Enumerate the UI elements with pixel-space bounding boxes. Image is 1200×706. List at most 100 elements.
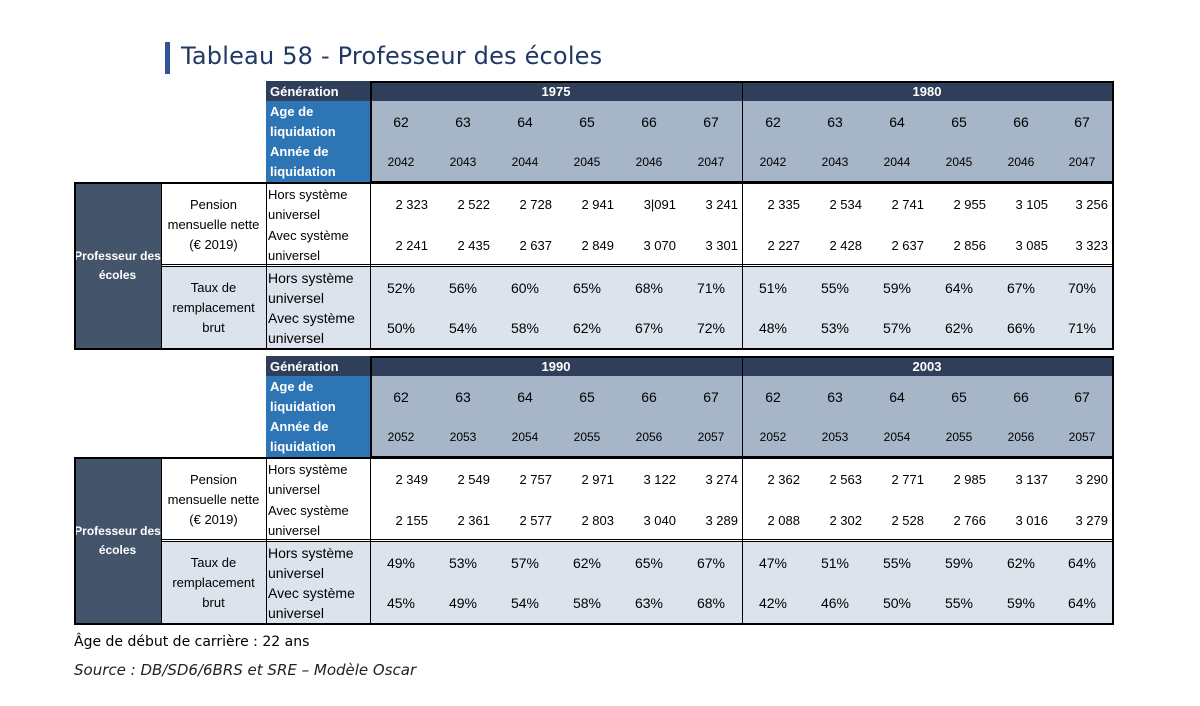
age-cell: 62 (742, 376, 804, 417)
year-cell: 2052 (370, 417, 432, 457)
generation-value: 1975 (370, 81, 742, 101)
taux-avec-cell: 46% (804, 583, 866, 623)
title-accent-bar (165, 42, 170, 74)
pension-hors-cell: 2 728 (494, 184, 556, 225)
taux-hors-cell: 51% (804, 542, 866, 583)
taux-hors-cell: 67% (680, 542, 742, 583)
year-cell: 2057 (1052, 417, 1112, 457)
header-divider (742, 356, 743, 457)
taux-avec-cell: 53% (804, 308, 866, 348)
pension-avec-cell: 2 803 (556, 500, 618, 541)
taux-hors-cell: 52% (370, 267, 432, 308)
pension-avec-cell: 2 528 (866, 500, 928, 541)
age-cell: 63 (432, 101, 494, 142)
taux-avec-cell: 64% (1052, 583, 1112, 623)
taux-avec-cell: 54% (494, 583, 556, 623)
year-cell: 2054 (866, 417, 928, 457)
pension-label: Pension mensuelle nette (€ 2019) (161, 459, 266, 541)
age-cell: 64 (866, 101, 928, 142)
taux-hors-cell: 62% (556, 542, 618, 583)
taux-avec-cell: 54% (432, 308, 494, 348)
title-text: Tableau 58 - Professeur des écoles (181, 42, 603, 70)
pension-avec-cell: 2 637 (494, 225, 556, 266)
age-label: Age de liquidation (266, 101, 370, 142)
row-label-avec: Avec système universel (266, 308, 370, 348)
row-label-avec: Avec système universel (266, 583, 370, 623)
taux-avec-cell: 62% (928, 308, 990, 348)
taux-hors-cell: 59% (866, 267, 928, 308)
taux-hors-cell: 64% (1052, 542, 1112, 583)
age-cell: 62 (370, 376, 432, 417)
year-cell: 2045 (928, 142, 990, 182)
age-label: Age de liquidation (266, 376, 370, 417)
pension-hors-cell: 3 256 (1052, 184, 1112, 225)
pension-hors-cell: 3|091 (618, 184, 680, 225)
profession-label: Professeur des écoles (74, 184, 161, 348)
taux-avec-cell: 55% (928, 583, 990, 623)
pension-hors-cell: 2 349 (370, 459, 432, 500)
taux-avec-cell: 62% (556, 308, 618, 348)
taux-avec-cell: 66% (990, 308, 1052, 348)
section-divider (161, 266, 1112, 267)
pension-avec-cell: 2 088 (742, 500, 804, 541)
year-cell: 2055 (556, 417, 618, 457)
year-cell: 2053 (804, 417, 866, 457)
generation-label: Génération (266, 356, 370, 376)
pension-avec-cell: 3 289 (680, 500, 742, 541)
taux-avec-cell: 45% (370, 583, 432, 623)
taux-hors-cell: 59% (928, 542, 990, 583)
age-cell: 63 (804, 376, 866, 417)
generation-label: Génération (266, 81, 370, 101)
age-cell: 66 (990, 376, 1052, 417)
year-cell: 2045 (556, 142, 618, 182)
age-cell: 66 (990, 101, 1052, 142)
pension-hors-cell: 2 955 (928, 184, 990, 225)
age-cell: 64 (494, 376, 556, 417)
taux-avec-cell: 63% (618, 583, 680, 623)
age-cell: 67 (680, 101, 742, 142)
pension-avec-cell: 2 856 (928, 225, 990, 266)
pension-avec-cell: 2 302 (804, 500, 866, 541)
age-cell: 65 (556, 376, 618, 417)
pension-hors-cell: 2 563 (804, 459, 866, 500)
pension-avec-cell: 2 428 (804, 225, 866, 266)
age-cell: 64 (494, 101, 556, 142)
pension-hors-cell: 3 241 (680, 184, 742, 225)
year-cell: 2055 (928, 417, 990, 457)
age-cell: 66 (618, 376, 680, 417)
pension-hors-cell: 3 105 (990, 184, 1052, 225)
year-cell: 2056 (618, 417, 680, 457)
pension-avec-cell: 2 637 (866, 225, 928, 266)
generation-value: 2003 (742, 356, 1112, 376)
pension-hors-cell: 2 335 (742, 184, 804, 225)
row-label-avec: Avec système universel (268, 502, 349, 538)
age-cell: 65 (928, 376, 990, 417)
age-cell: 67 (1052, 376, 1112, 417)
pension-avec-cell: 2 155 (370, 500, 432, 541)
row-label-hors: Hors système universel (266, 267, 370, 308)
taux-avec-cell: 59% (990, 583, 1052, 623)
taux-avec-cell: 58% (556, 583, 618, 623)
taux-avec-cell: 68% (680, 583, 742, 623)
taux-avec-cell: 72% (680, 308, 742, 348)
pension-hors-cell: 3 122 (618, 459, 680, 500)
age-cell: 65 (928, 101, 990, 142)
age-cell: 65 (556, 101, 618, 142)
pension-avec-cell: 2 361 (432, 500, 494, 541)
year-label: Année de liquidation (266, 417, 370, 457)
section-divider (161, 539, 1112, 540)
taux-hors-cell: 67% (990, 267, 1052, 308)
taux-hors-cell: 55% (866, 542, 928, 583)
pension-avec-cell: 2 577 (494, 500, 556, 541)
pension-avec-cell: 2 849 (556, 225, 618, 266)
header-divider (742, 81, 743, 182)
pension-avec-cell: 3 040 (618, 500, 680, 541)
year-cell: 2054 (494, 417, 556, 457)
career-start-note: Âge de début de carrière : 22 ans (74, 634, 310, 650)
pension-avec-cell: 3 070 (618, 225, 680, 266)
pension-hors-cell: 2 771 (866, 459, 928, 500)
taux-hors-cell: 65% (618, 542, 680, 583)
taux-hors-cell: 65% (556, 267, 618, 308)
taux-avec-cell: 58% (494, 308, 556, 348)
pension-avec-cell: 2 766 (928, 500, 990, 541)
